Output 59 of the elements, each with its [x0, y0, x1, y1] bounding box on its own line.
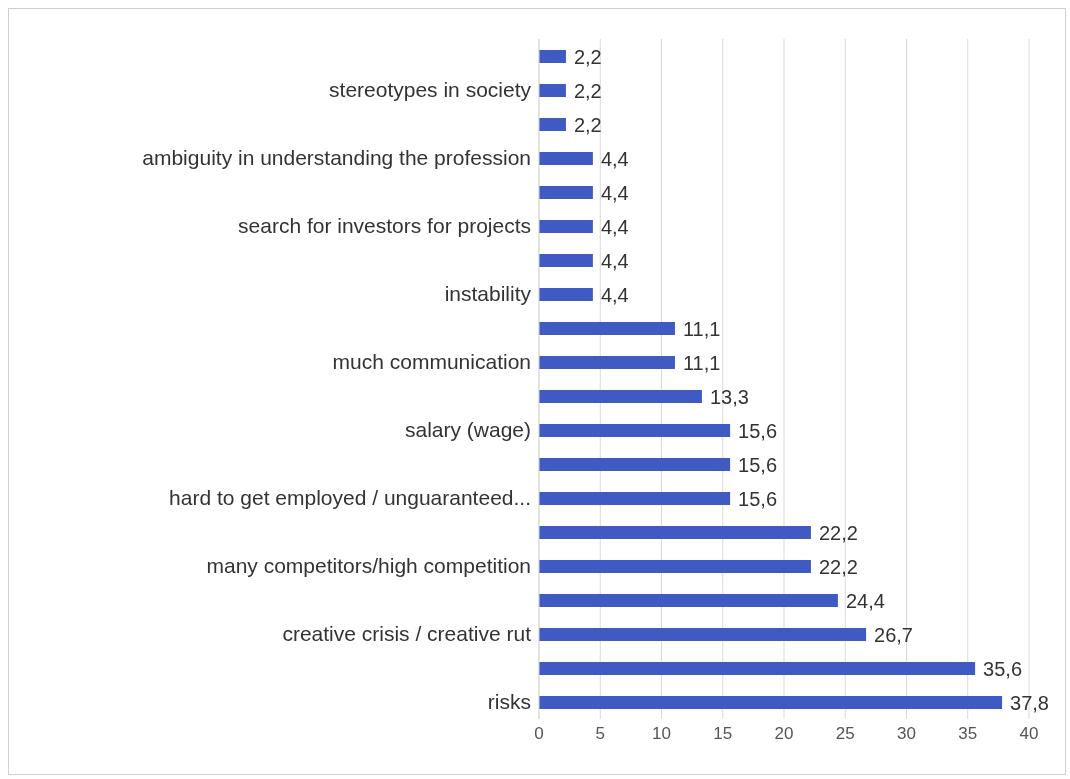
data-label: 2,2 [573, 113, 602, 136]
bar [539, 118, 566, 131]
data-label: 15,6 [738, 487, 778, 510]
bar [539, 254, 593, 267]
data-label: 2,2 [573, 79, 602, 102]
data-label: 4,4 [600, 147, 629, 170]
data-label: 15,6 [738, 453, 778, 476]
data-label: 4,4 [600, 181, 629, 204]
x-tick-label: 15 [713, 724, 733, 744]
y-tick-label: instability [444, 282, 532, 306]
bar [539, 492, 731, 505]
x-tick-label: 20 [774, 724, 794, 744]
bar [539, 560, 811, 573]
bar [539, 356, 675, 369]
x-tick-label: 35 [958, 724, 978, 744]
bar [539, 288, 593, 301]
data-label: 13,3 [709, 385, 749, 408]
bar [539, 458, 731, 471]
bar [539, 662, 976, 675]
bar [539, 220, 593, 233]
data-label: 22,2 [818, 521, 858, 544]
y-tick-label: hard to get employed / unguaranteed... [169, 486, 531, 510]
bar [539, 186, 593, 199]
bar [539, 696, 1003, 709]
y-tick-label: ambiguity in understanding the profession [142, 146, 531, 170]
bar [539, 390, 702, 403]
data-label: 4,4 [600, 215, 629, 238]
bar [539, 424, 731, 437]
data-label: 4,4 [600, 249, 629, 272]
bar [539, 628, 867, 641]
y-tick-label: salary (wage) [404, 418, 531, 442]
data-label: 15,6 [738, 419, 778, 442]
y-tick-label: search for investors for projects [238, 214, 531, 238]
bar [539, 152, 593, 165]
data-label: 26,7 [874, 623, 914, 646]
y-tick-label: stereotypes in society [329, 78, 532, 102]
data-label: 11,1 [682, 351, 721, 374]
bar [539, 594, 838, 607]
y-tick-label: many competitors/high competition [206, 554, 531, 578]
data-label: 37,8 [1010, 691, 1049, 714]
data-label: 35,6 [983, 657, 1023, 680]
bar [539, 50, 566, 63]
data-label: 2,2 [573, 45, 602, 68]
x-tick-label: 10 [652, 724, 671, 744]
bar [539, 322, 675, 335]
bar [539, 526, 811, 539]
x-tick-label: 40 [1019, 724, 1039, 744]
y-tick-label: risks [487, 690, 531, 714]
x-tick-label: 0 [534, 724, 544, 744]
bar [539, 84, 566, 97]
data-label: 4,4 [600, 283, 629, 306]
y-tick-label: creative crisis / creative rut [282, 622, 532, 646]
x-tick-label: 25 [835, 724, 855, 744]
y-tick-label: much communication [332, 350, 531, 374]
x-tick-label: 30 [897, 724, 916, 744]
x-tick-label: 5 [595, 724, 605, 744]
data-label: 11,1 [682, 317, 721, 340]
data-label: 24,4 [845, 589, 885, 612]
data-label: 22,2 [818, 555, 858, 578]
